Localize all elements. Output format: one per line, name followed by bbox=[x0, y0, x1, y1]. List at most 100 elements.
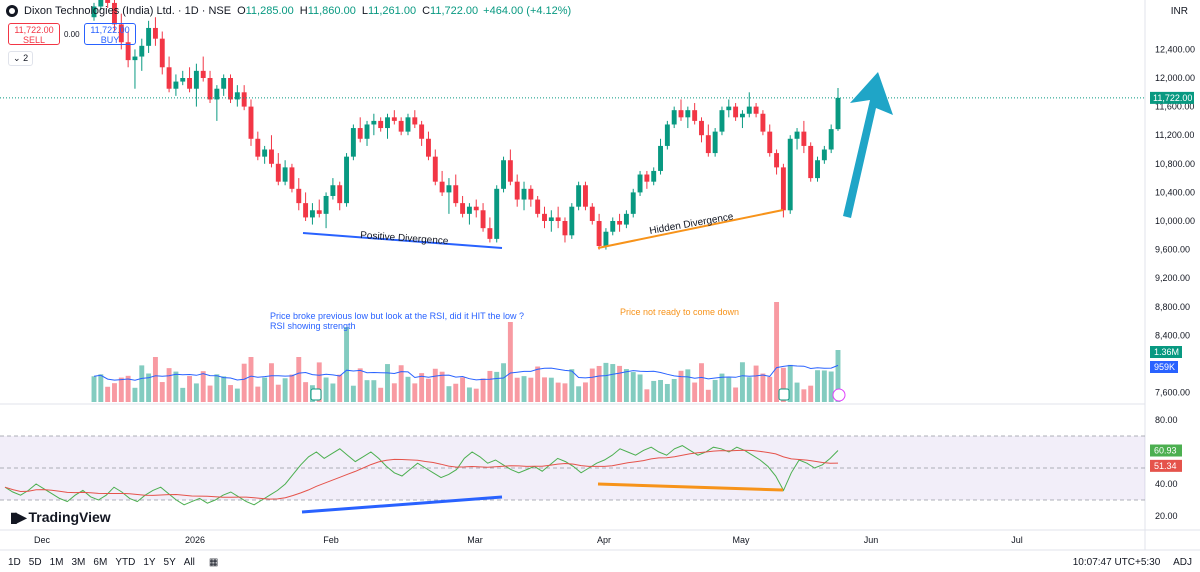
up-arrow-icon bbox=[843, 72, 893, 218]
currency-label[interactable]: INR bbox=[1170, 6, 1188, 17]
volume-bar bbox=[323, 377, 329, 402]
range-1d[interactable]: 1D bbox=[8, 556, 21, 568]
candle-body bbox=[835, 97, 841, 130]
candle-body bbox=[815, 160, 820, 179]
candle-body bbox=[774, 153, 780, 168]
candle-body bbox=[412, 117, 418, 125]
volume-label-bg bbox=[1150, 346, 1182, 358]
candle-body bbox=[364, 124, 370, 139]
volume-bar bbox=[473, 388, 479, 402]
candle-body bbox=[617, 221, 623, 225]
candle-body bbox=[610, 221, 616, 232]
volume-bar bbox=[105, 386, 111, 402]
volume-bar bbox=[426, 378, 431, 402]
price-tick-label: 10,400.00 bbox=[1155, 187, 1195, 197]
volume-bar bbox=[255, 386, 261, 402]
range-ytd[interactable]: YTD bbox=[115, 556, 136, 568]
volume-bar bbox=[815, 370, 820, 402]
candle-body bbox=[535, 199, 541, 214]
range-5d[interactable]: 5D bbox=[28, 556, 42, 568]
volume-bar bbox=[664, 383, 670, 402]
candle-body bbox=[262, 149, 268, 157]
sell-label: SELL bbox=[22, 35, 46, 45]
candle-body bbox=[200, 70, 206, 78]
volume-bar bbox=[692, 382, 698, 402]
volume-bar bbox=[357, 368, 363, 402]
candle-body bbox=[780, 167, 786, 211]
range-5y[interactable]: 5Y bbox=[163, 556, 176, 568]
volume-bar bbox=[330, 383, 336, 402]
volume-bar bbox=[801, 389, 807, 402]
candle-body bbox=[105, 0, 111, 3]
candle-body bbox=[173, 81, 179, 89]
candle-body bbox=[739, 113, 745, 118]
buy-button[interactable]: 11,722.00 BUY bbox=[84, 23, 136, 45]
volume-bar bbox=[234, 388, 240, 402]
volume-bar bbox=[139, 365, 145, 402]
time-tick-label: 2026 bbox=[185, 535, 205, 545]
volume-bar bbox=[453, 383, 459, 402]
volume-bar bbox=[746, 377, 752, 402]
candle-body bbox=[787, 138, 793, 211]
volume-bar bbox=[446, 386, 452, 402]
rsi-value-label: 60.93 bbox=[1154, 446, 1177, 456]
volume-bar bbox=[364, 380, 370, 402]
volume-bar bbox=[391, 383, 397, 402]
volume-bar bbox=[501, 363, 506, 402]
volume-bar bbox=[658, 379, 663, 402]
volume-bar bbox=[603, 362, 609, 402]
bottom-toolbar: 1D 5D 1M 3M 6M YTD 1Y 5Y All ▦ bbox=[0, 552, 1200, 572]
candle-body bbox=[214, 88, 220, 100]
calendar-icon[interactable]: ▦ bbox=[208, 556, 219, 568]
candle-body bbox=[692, 110, 698, 121]
range-6m[interactable]: 6M bbox=[93, 556, 108, 568]
candle-body bbox=[466, 206, 472, 214]
volume-bar bbox=[118, 377, 124, 402]
volume-bar bbox=[159, 382, 165, 402]
candle-body bbox=[664, 124, 670, 146]
time-tick-label: Jun bbox=[864, 535, 879, 545]
earnings-marker-icon bbox=[778, 388, 790, 401]
volume-bar bbox=[835, 350, 841, 402]
volume-bar bbox=[678, 370, 684, 402]
candle-body bbox=[228, 78, 233, 100]
volume-bar bbox=[610, 364, 616, 402]
brand-text: TradingView bbox=[28, 509, 111, 525]
range-1m[interactable]: 1M bbox=[49, 556, 64, 568]
volume-label: 1.36M bbox=[1154, 347, 1179, 357]
volume-bar bbox=[132, 387, 138, 402]
volume-bar bbox=[719, 373, 725, 402]
volume-bar bbox=[576, 386, 582, 402]
candle-body bbox=[685, 110, 691, 118]
candle-body bbox=[507, 160, 513, 182]
price-tick-label: 11,600.00 bbox=[1155, 102, 1194, 112]
range-3m[interactable]: 3M bbox=[71, 556, 86, 568]
volume-bar bbox=[248, 357, 254, 402]
volume-bar bbox=[173, 371, 179, 402]
tradingview-logo[interactable]: ▮▶ TradingView bbox=[10, 509, 111, 526]
volume-bar bbox=[419, 373, 425, 402]
range-all[interactable]: All bbox=[183, 556, 195, 568]
candle-body bbox=[282, 167, 288, 182]
volume-bar bbox=[555, 382, 561, 402]
candle-body bbox=[651, 170, 657, 182]
volume-bar bbox=[589, 368, 595, 402]
buy-price: 11,722.00 bbox=[90, 25, 130, 35]
volume-bar bbox=[780, 367, 786, 402]
rsi-ma-bg bbox=[1150, 459, 1182, 472]
dividend-marker-icon bbox=[832, 388, 846, 402]
sell-button[interactable]: 11,722.00 SELL bbox=[8, 23, 60, 45]
symbol-title[interactable]: Dixon Technologies (India) Ltd. · 1D · N… bbox=[24, 5, 232, 17]
volume-bar bbox=[712, 379, 718, 402]
volume-bar bbox=[637, 374, 643, 402]
positive-divergence-label: Positive Divergence bbox=[360, 230, 449, 247]
candle-body bbox=[501, 160, 506, 189]
volume-bar bbox=[262, 377, 268, 402]
adj-button[interactable]: ADJ bbox=[1173, 557, 1192, 568]
volume-bar bbox=[296, 357, 302, 402]
indicator-collapse-button[interactable]: ⌄ 2 bbox=[8, 51, 34, 66]
candle-body bbox=[821, 149, 827, 161]
clock-area: 10:07:47 UTC+5:30 ADJ bbox=[1073, 557, 1192, 568]
range-1y[interactable]: 1Y bbox=[143, 556, 156, 568]
